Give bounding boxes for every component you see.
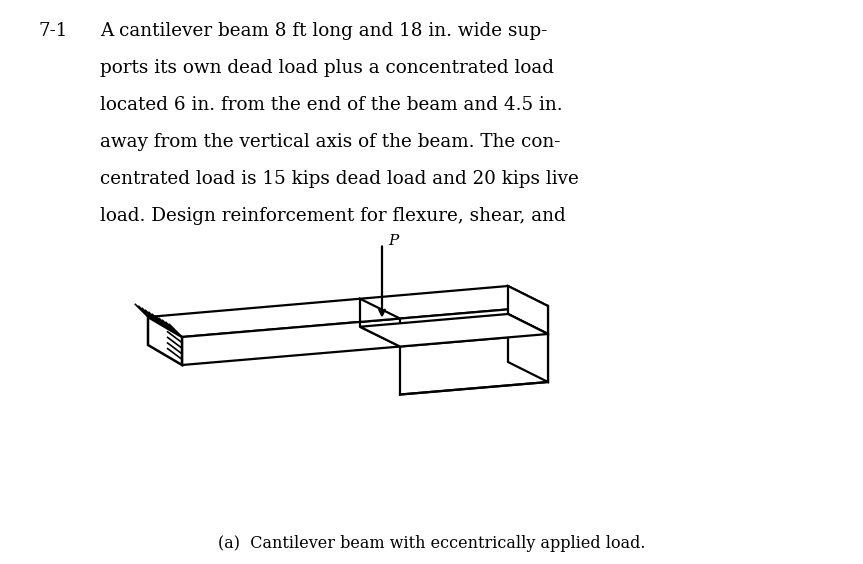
Polygon shape — [400, 306, 548, 346]
Text: 7-1: 7-1 — [38, 22, 67, 40]
Polygon shape — [182, 299, 400, 365]
Polygon shape — [148, 286, 548, 337]
Text: P: P — [388, 233, 398, 248]
Text: away from the vertical axis of the beam. The con-: away from the vertical axis of the beam.… — [100, 133, 560, 151]
Polygon shape — [400, 334, 548, 395]
Polygon shape — [148, 317, 182, 365]
Polygon shape — [360, 314, 548, 346]
Polygon shape — [508, 286, 548, 334]
Text: ports its own dead load plus a concentrated load: ports its own dead load plus a concentra… — [100, 59, 554, 77]
Text: A cantilever beam 8 ft long and 18 in. wide sup-: A cantilever beam 8 ft long and 18 in. w… — [100, 22, 547, 40]
Polygon shape — [508, 314, 548, 382]
Text: (a)  Cantilever beam with eccentrically applied load.: (a) Cantilever beam with eccentrically a… — [217, 535, 646, 552]
Text: centrated load is 15 kips dead load and 20 kips live: centrated load is 15 kips dead load and … — [100, 170, 579, 188]
Text: load. Design reinforcement for flexure, shear, and: load. Design reinforcement for flexure, … — [100, 207, 566, 225]
Text: located 6 in. from the end of the beam and 4.5 in.: located 6 in. from the end of the beam a… — [100, 96, 563, 114]
